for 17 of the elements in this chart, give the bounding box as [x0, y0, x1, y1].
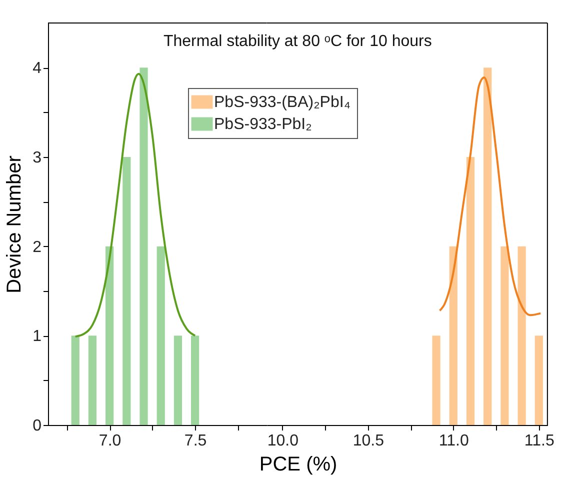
y-tick-label: 3 — [32, 150, 42, 166]
x-axis-title: PCE (%) — [259, 454, 338, 476]
x-tick-label: 7.5 — [184, 432, 207, 450]
y-tick-label: 0 — [32, 418, 42, 434]
x-tick-label: 10.5 — [352, 432, 384, 450]
legend-label: PbS-933-PbI₂ — [214, 116, 312, 133]
x-tick-label: 7.0 — [98, 432, 122, 450]
x-tick-label: 10.0 — [267, 432, 299, 450]
y-tick-label: 2 — [32, 238, 42, 256]
line-series — [74, 72, 196, 338]
y-axis-title: Device Number — [4, 155, 26, 294]
x-tick-label: 11.0 — [438, 432, 469, 450]
y-tick-label: 1 — [32, 328, 42, 346]
annotation: Thermal stability at 80 ᵒC for 10 hours — [163, 33, 432, 50]
y-tick-label: 4 — [32, 60, 42, 78]
x-tick-label: 11.5 — [524, 432, 554, 450]
legend-label: PbS-933-(BA)₂PbI₄ — [214, 94, 350, 111]
